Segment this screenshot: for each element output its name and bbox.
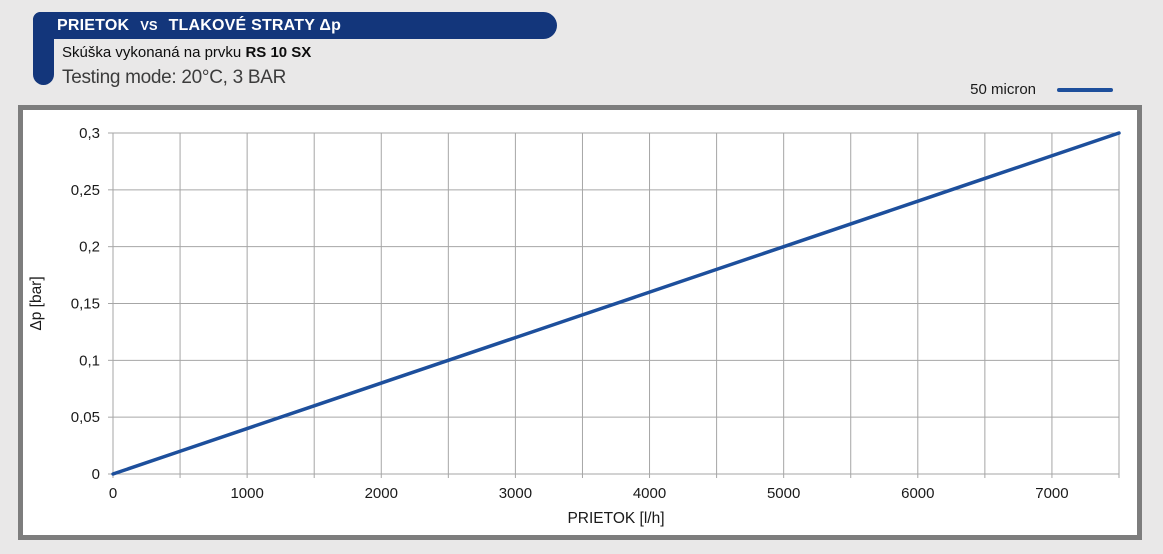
chart-subtitle: Skúška vykonaná na prvku RS 10 SX — [62, 44, 311, 61]
subtitle-element-name: RS 10 SX — [245, 44, 312, 61]
legend-line-swatch — [1057, 87, 1113, 92]
x-tick-label: 6000 — [901, 485, 934, 502]
x-tick-label: 7000 — [1035, 485, 1068, 502]
y-tick-label: 0,15 — [71, 296, 100, 313]
legend-50-micron: 50 micron — [970, 81, 1113, 98]
chart-title-banner: PRIETOK VS TLAKOVÉ STRATY Δp — [33, 12, 557, 39]
y-tick-label: 0,25 — [71, 182, 100, 199]
series-line-50-micron — [111, 131, 1121, 476]
subtitle-text: Skúška vykonaná na prvku — [62, 44, 246, 61]
y-axis-tick-labels: 0 0,05 0,1 0,15 0,2 0,25 0,3 — [71, 125, 100, 483]
y-axis-title: Δp [bar] — [28, 276, 45, 330]
x-tick-label: 4000 — [633, 485, 666, 502]
title-prietok: PRIETOK — [57, 16, 130, 34]
y-tick-label: 0,2 — [79, 239, 100, 256]
x-axis-tick-labels: 0 1000 2000 3000 4000 5000 6000 7000 — [109, 485, 1069, 502]
chart-container: 0 1000 2000 3000 4000 5000 6000 7000 0 0,05 0,1 0,1… — [18, 105, 1142, 540]
x-tick-label: 5000 — [767, 485, 800, 502]
y-tick-label: 0,3 — [79, 125, 100, 142]
x-axis-title: PRIETOK [l/h] — [567, 510, 664, 527]
y-tick-label: 0 — [92, 466, 100, 483]
flow-vs-pressure-drop-chart: 0 1000 2000 3000 4000 5000 6000 7000 0 0,05 0,1 0,1… — [28, 125, 1121, 527]
x-tick-label: 3000 — [499, 485, 532, 502]
x-tick-label: 1000 — [230, 485, 263, 502]
x-tick-label: 0 — [109, 485, 117, 502]
gridlines — [108, 132, 1120, 478]
y-tick-label: 0,1 — [79, 352, 100, 369]
title-tlakove-straty: TLAKOVÉ STRATY Δp — [168, 16, 342, 34]
x-tick-label: 2000 — [365, 485, 398, 502]
title-vs: VS — [140, 18, 158, 33]
legend-label: 50 micron — [970, 81, 1036, 98]
y-tick-label: 0,05 — [71, 409, 100, 426]
testing-mode-text: Testing mode: 20°C, 3 BAR — [62, 67, 286, 88]
